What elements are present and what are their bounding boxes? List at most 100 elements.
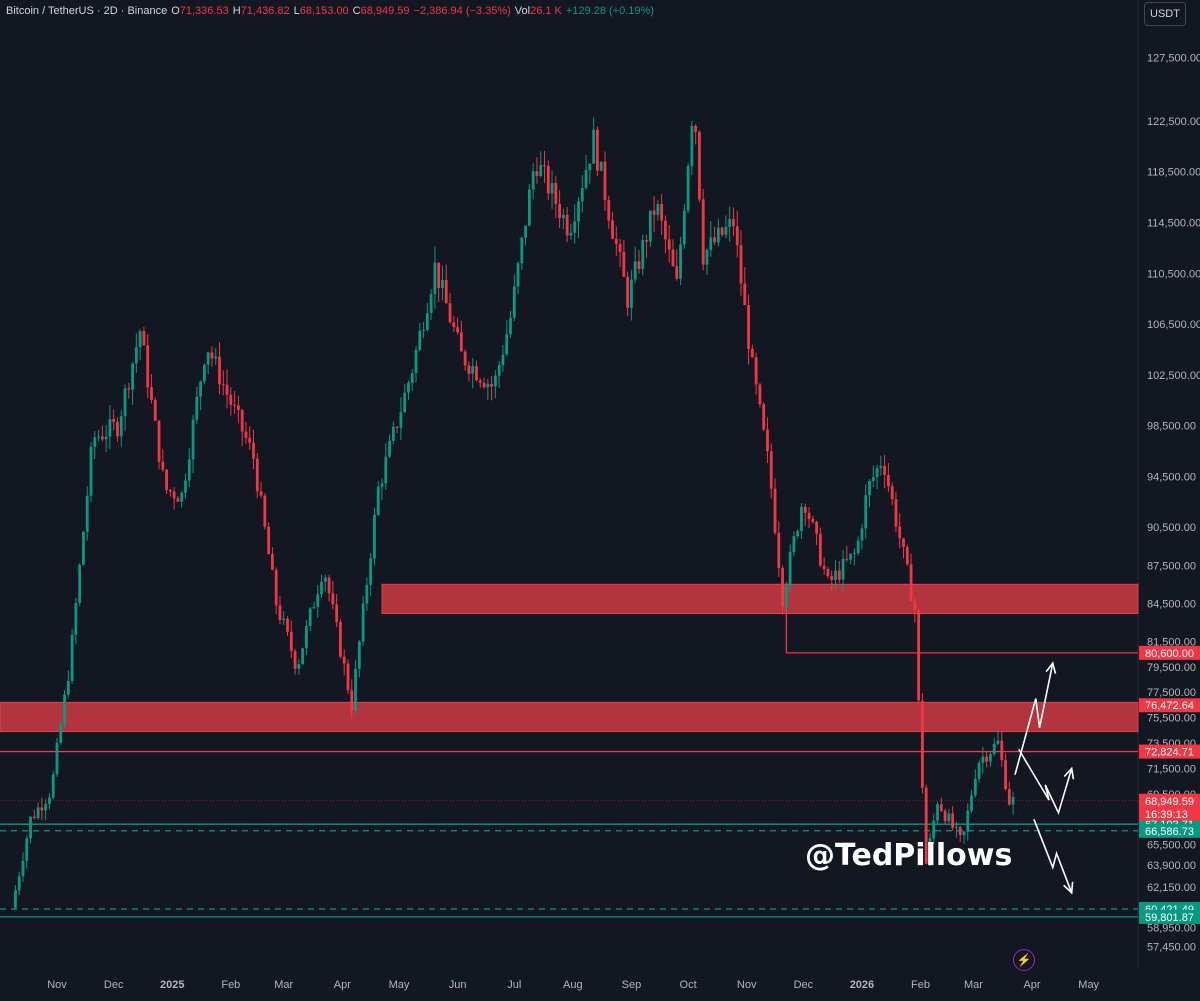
- open-label: O: [171, 5, 180, 17]
- candle-body: [747, 305, 750, 349]
- y-tick-label: 75,500.00: [1147, 713, 1196, 725]
- candle-body: [656, 204, 660, 215]
- price-line-label-bg: [1139, 645, 1200, 660]
- candle-body: [898, 526, 902, 539]
- price-line-label-bg: [1139, 909, 1200, 924]
- candle-body: [66, 681, 70, 695]
- symbol-title[interactable]: Bitcoin / TetherUS · 2D · Binance: [6, 5, 168, 17]
- candle-body: [837, 570, 841, 580]
- candle-body: [195, 396, 199, 420]
- candle-body: [248, 437, 252, 443]
- candle-body: [913, 601, 917, 611]
- candle-body: [762, 404, 766, 430]
- candle-body: [407, 382, 410, 393]
- candle-body: [85, 495, 89, 532]
- candle-body: [59, 724, 63, 744]
- candle-body: [82, 531, 85, 565]
- candle-body: [165, 469, 168, 490]
- y-tick-label: 63,900.00: [1147, 860, 1196, 872]
- x-tick-label: May: [1078, 979, 1099, 991]
- lightning-bolt-icon[interactable]: ⚡: [1013, 949, 1035, 971]
- author-watermark: @TedPillows: [805, 838, 1013, 873]
- candle-body: [671, 249, 675, 267]
- candle-body: [418, 330, 422, 350]
- x-tick-label: Dec: [794, 979, 814, 991]
- candle-body: [497, 365, 501, 376]
- candle-body: [206, 352, 210, 365]
- candle-body: [773, 488, 777, 533]
- price-line-label: 66,586.73: [1145, 826, 1194, 838]
- candle-body: [630, 279, 633, 308]
- candle-body: [399, 412, 403, 428]
- candle-body: [996, 740, 1000, 744]
- candle-body: [459, 332, 463, 352]
- candle-body: [51, 774, 55, 798]
- candle-body: [346, 663, 350, 691]
- candle-body: [985, 756, 989, 762]
- candle-body: [437, 262, 441, 288]
- candle-body: [316, 594, 320, 607]
- candle-body: [664, 220, 667, 240]
- candle-body: [509, 317, 512, 335]
- candle-body: [905, 547, 909, 565]
- candle-body: [297, 664, 301, 669]
- volume-change: +129.28 (+0.19%): [565, 5, 654, 17]
- candle-body: [331, 593, 335, 605]
- price-line-label-bg: [1139, 698, 1200, 713]
- candle-body: [849, 553, 853, 560]
- candle-body: [278, 605, 282, 620]
- candle-body: [792, 536, 796, 552]
- candle-body: [917, 610, 921, 701]
- candle-body: [958, 826, 962, 835]
- candle-body: [584, 170, 588, 188]
- close-value: 68,949.59: [360, 5, 410, 17]
- price-line-label: 59,801.87: [1145, 912, 1194, 924]
- candle-body: [784, 586, 788, 607]
- candle-body: [909, 564, 913, 602]
- price-line-label: 80,600.00: [1145, 648, 1194, 660]
- candle-body: [501, 354, 505, 366]
- candle-body: [951, 813, 955, 828]
- candle-body: [236, 405, 240, 410]
- candle-body: [841, 558, 845, 580]
- projection-arrows: [1014, 661, 1075, 895]
- price-line-label-bg: [1139, 744, 1200, 759]
- candle-body: [384, 456, 388, 484]
- candle-body: [17, 876, 21, 891]
- candle-body: [679, 244, 682, 279]
- candle-body: [40, 807, 44, 811]
- candle-body: [936, 804, 939, 821]
- candle-body: [599, 161, 603, 171]
- candle-body: [308, 608, 312, 626]
- close-label: C: [352, 5, 361, 17]
- candle-body: [55, 743, 59, 775]
- candle-body: [312, 606, 316, 609]
- candle-body: [713, 237, 716, 243]
- candle-body: [21, 860, 25, 877]
- candle-body: [112, 418, 116, 422]
- current-price-label: 68,949.59: [1145, 796, 1194, 808]
- candles-group: [14, 117, 1015, 910]
- candle-body: [274, 569, 278, 606]
- candle-body: [883, 465, 887, 475]
- projection-arrow-head: [1045, 661, 1057, 674]
- candle-body: [962, 831, 966, 835]
- candle-body: [444, 279, 448, 304]
- candle-body: [860, 528, 864, 541]
- candle-body: [463, 351, 467, 366]
- candle-body: [127, 388, 131, 390]
- candle-body: [391, 426, 395, 441]
- low-label: L: [293, 5, 300, 17]
- currency-unit-button[interactable]: USDT: [1144, 2, 1186, 26]
- candle-body: [626, 276, 630, 308]
- current-price-label-bg: [1139, 793, 1200, 808]
- candle-body: [577, 201, 580, 222]
- candle-body: [879, 465, 883, 468]
- x-tick-label: Apr: [1023, 979, 1040, 991]
- candle-countdown-label-bg: [1139, 806, 1200, 821]
- candle-body: [796, 530, 800, 537]
- candle-body: [516, 263, 520, 287]
- candle-body: [320, 581, 323, 595]
